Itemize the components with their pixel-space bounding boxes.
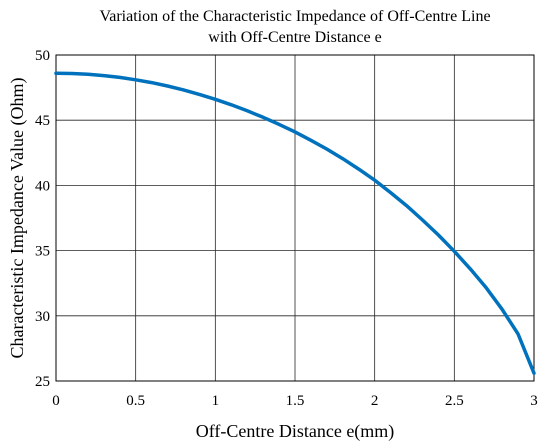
y-tick-label: 25 (35, 374, 50, 390)
grid (55, 54, 535, 382)
series-layer (54, 71, 536, 375)
y-tick-label: 40 (35, 178, 50, 194)
y-axis-label: Characteristic Impedance Value (Ohm) (7, 77, 28, 358)
chart-title-line-1: Variation of the Characteristic Impedanc… (99, 8, 490, 25)
x-tick-label: 0.5 (126, 393, 145, 409)
chart-title-line-2: with Off-Centre Distance e (208, 29, 381, 46)
x-tick-label: 2.5 (445, 393, 464, 409)
series-line-0 (54, 71, 536, 375)
x-tick-label: 1.5 (286, 393, 305, 409)
y-tick-label: 30 (35, 309, 50, 325)
y-tick-label: 50 (35, 48, 50, 64)
plot-frame (55, 54, 535, 382)
x-tick-label: 0 (52, 393, 60, 409)
x-tick-label: 1 (212, 393, 220, 409)
x-axis-label: Off-Centre Distance e(mm) (196, 421, 395, 442)
x-tick-label: 3 (530, 393, 538, 409)
y-tick-label: 45 (35, 113, 50, 129)
x-tick-label: 2 (371, 393, 379, 409)
y-tick-label: 35 (35, 244, 50, 260)
tick-labels: 0 0.5 1 1.5 2 2.5 3 25 30 35 40 45 50 (35, 48, 538, 409)
